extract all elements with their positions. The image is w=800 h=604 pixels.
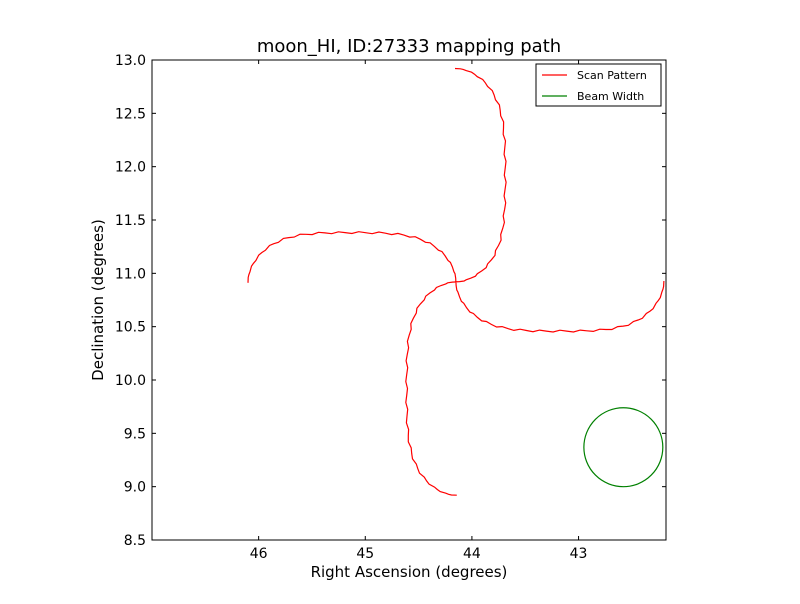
legend-box [535, 63, 662, 107]
x-tick-label: 45 [356, 546, 374, 562]
legend-label-beam-width: Beam Width [577, 90, 644, 103]
series-layer [247, 67, 665, 496]
scan-pattern-line [247, 67, 665, 496]
y-tick-label: 11.0 [115, 266, 146, 282]
legend-label-scan-pattern: Scan Pattern [577, 69, 647, 82]
y-tick-label: 13.0 [115, 53, 146, 69]
y-tick-label: 12.5 [115, 106, 146, 122]
y-axis-label: Declination (degrees) [89, 219, 107, 381]
beam-width-circle [583, 407, 664, 488]
plot-frame [151, 59, 667, 541]
y-tick-label: 9.5 [124, 426, 146, 442]
y-tick-label: 10.5 [115, 320, 146, 336]
y-tick-label: 9.0 [124, 480, 146, 496]
y-tick-label: 11.5 [115, 213, 146, 229]
y-tick-label: 10.0 [115, 373, 146, 389]
x-tick-label: 44 [463, 546, 481, 562]
x-tick-label: 46 [250, 546, 268, 562]
y-tick-label: 8.5 [124, 533, 146, 549]
x-axis-label: Right Ascension (degrees) [311, 563, 508, 581]
chart-title: moon_HI, ID:27333 mapping path [257, 36, 561, 57]
x-tick-label: 43 [570, 546, 588, 562]
y-tick-label: 12.0 [115, 160, 146, 176]
plot-area [152, 60, 666, 540]
legend: Scan Pattern Beam Width [535, 63, 662, 107]
ticks-layer: 46 45 44 43 8.5 9.0 9.5 10.0 10.5 11.0 11.5 12.0 12.… [115, 53, 666, 562]
